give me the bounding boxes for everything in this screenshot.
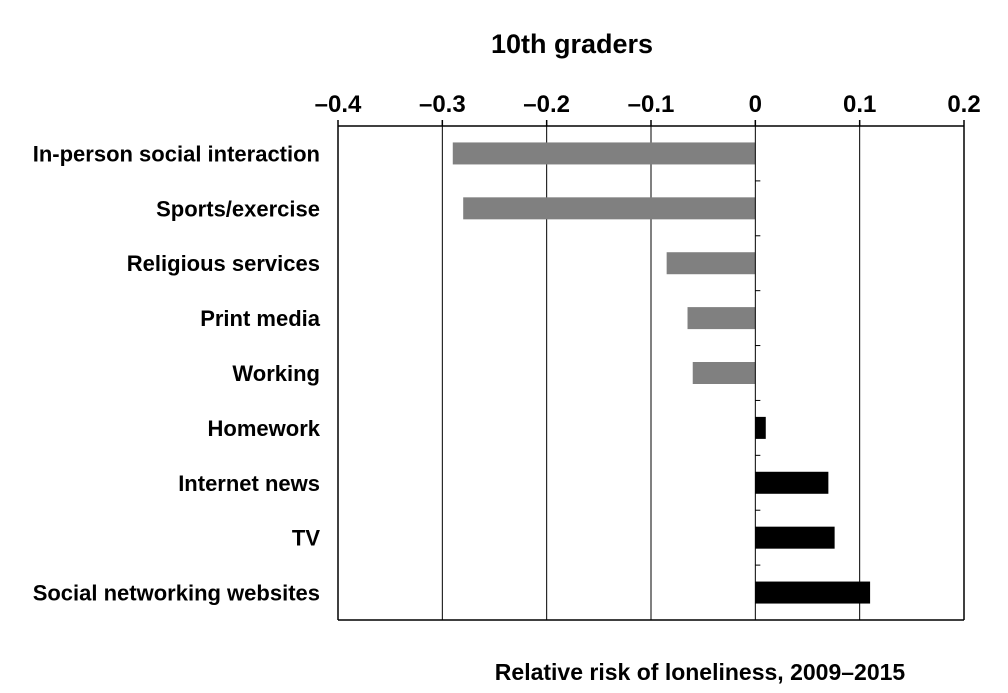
bar xyxy=(666,252,756,275)
category-labels: In-person social interaction Sports/exerc… xyxy=(33,141,321,605)
x-tick-label: 0.1 xyxy=(843,91,876,118)
bar xyxy=(687,307,756,330)
x-axis-label: Relative risk of loneliness, 2009–2015 xyxy=(495,659,906,685)
x-tick-label: 0 xyxy=(749,91,762,118)
category-label: Religious services xyxy=(127,251,320,276)
bar xyxy=(755,581,871,604)
bar xyxy=(692,362,756,384)
bar xyxy=(452,142,756,165)
category-label: Sports/exercise xyxy=(156,196,320,221)
x-tick-labels: –0.4 –0.3 –0.2 –0.1 0 0.1 0.2 xyxy=(315,91,981,118)
category-label: Social networking websites xyxy=(33,581,320,606)
bar xyxy=(755,416,766,439)
category-label: Print media xyxy=(200,306,321,331)
bars xyxy=(452,142,871,604)
bar xyxy=(755,526,835,549)
x-tick-label: –0.4 xyxy=(315,91,362,118)
x-tick-label: –0.3 xyxy=(419,91,466,118)
chart-title: 10th graders xyxy=(491,29,653,59)
category-label: Working xyxy=(232,361,320,386)
x-tick-label: 0.2 xyxy=(947,91,980,118)
axes xyxy=(337,120,965,621)
x-tick-label: –0.2 xyxy=(523,91,570,118)
bar xyxy=(755,471,829,494)
category-label: TV xyxy=(292,526,320,551)
x-tick-label: –0.1 xyxy=(628,91,675,118)
category-label: Internet news xyxy=(178,471,320,496)
category-label: Homework xyxy=(208,416,321,441)
bar xyxy=(463,197,756,220)
category-label: In-person social interaction xyxy=(33,141,320,166)
